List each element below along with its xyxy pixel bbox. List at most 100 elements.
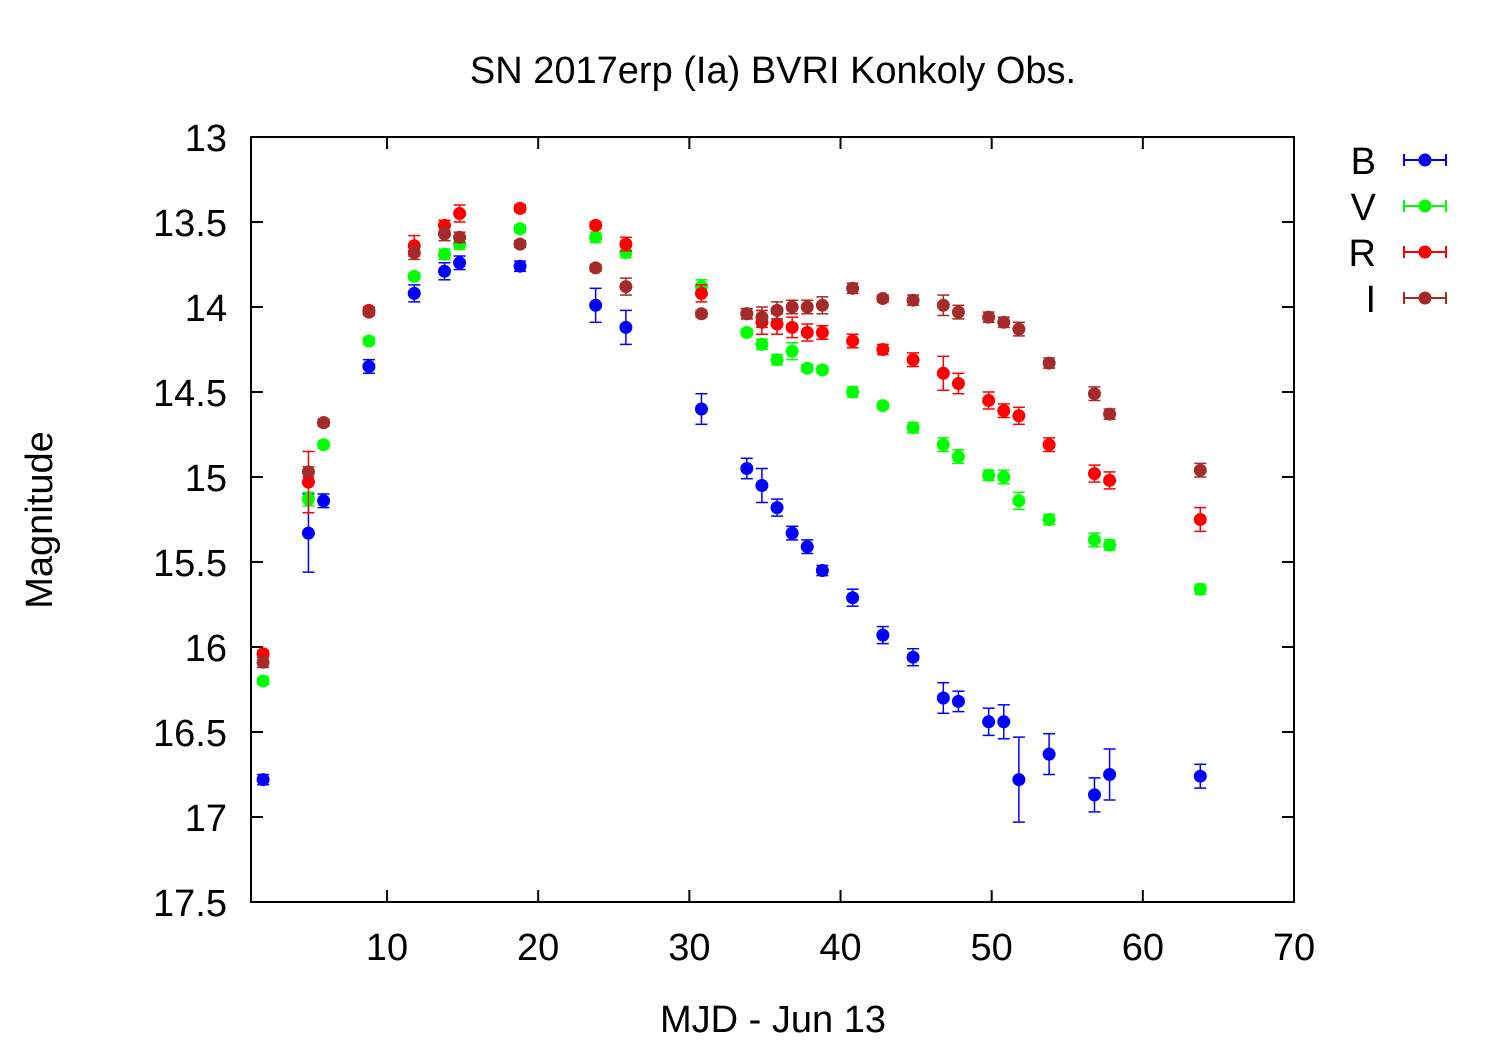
data-point-B <box>1042 747 1056 761</box>
data-point-V <box>906 421 920 435</box>
x-tick-label: 20 <box>517 927 559 969</box>
x-tick-label: 50 <box>971 927 1013 969</box>
data-point-B <box>437 264 451 278</box>
data-point-B <box>589 298 603 312</box>
data-point-I <box>619 280 633 294</box>
y-tick-label: 14 <box>185 288 227 330</box>
y-tick-label: 17 <box>185 798 227 840</box>
legend: BVRI <box>1349 141 1447 321</box>
data-point-V <box>755 337 769 351</box>
data-point-R <box>815 326 829 339</box>
data-point-B <box>951 694 965 708</box>
data-point-B <box>301 526 315 540</box>
data-point-I <box>407 246 421 260</box>
x-axis: 10 20 30 40 50 60 70 <box>366 137 1315 969</box>
data-point-I <box>982 310 996 324</box>
data-point-R <box>876 343 890 356</box>
data-point-V <box>951 450 965 464</box>
data-point-I <box>256 655 270 669</box>
data-point-R <box>1103 473 1117 487</box>
data-point-B <box>1087 788 1101 802</box>
x-tick-label: 10 <box>366 927 408 969</box>
data-point-V <box>362 334 376 348</box>
data-point-R <box>785 320 799 334</box>
data-point-I <box>755 310 769 324</box>
data-point-B <box>1103 768 1117 781</box>
data-point-I <box>362 305 376 319</box>
data-point-B <box>770 501 784 515</box>
data-point-B <box>619 320 633 334</box>
data-point-I <box>453 230 467 244</box>
x-tick-label: 60 <box>1122 927 1164 969</box>
data-point-V <box>1012 494 1026 508</box>
data-point-V <box>1042 513 1056 526</box>
data-point-R <box>936 366 950 380</box>
data-point-B <box>800 540 814 554</box>
data-point-R <box>982 394 996 407</box>
y-tick-label: 15.5 <box>153 543 227 585</box>
legend-marker-I <box>1418 291 1432 305</box>
data-point-V <box>997 470 1011 484</box>
data-point-R <box>694 286 708 300</box>
series-I <box>256 226 1207 669</box>
data-point-V <box>1087 533 1101 547</box>
data-point-B <box>982 715 996 729</box>
data-point-R <box>589 218 603 232</box>
y-tick-label: 13 <box>185 118 227 160</box>
data-point-R <box>619 237 633 251</box>
data-point-I <box>997 315 1011 329</box>
data-point-B <box>740 462 754 475</box>
legend-marker-B <box>1418 153 1432 167</box>
data-point-R <box>997 404 1011 418</box>
data-point-R <box>951 377 965 390</box>
data-point-V <box>876 399 890 413</box>
data-point-V <box>1103 538 1117 552</box>
data-point-I <box>770 303 784 317</box>
data-point-R <box>906 353 920 367</box>
data-point-B <box>876 628 890 642</box>
data-point-V <box>982 468 996 482</box>
legend-label-V: V <box>1351 187 1377 229</box>
data-point-R <box>1193 513 1207 526</box>
data-point-B <box>1012 773 1026 787</box>
data-point-B <box>694 402 708 416</box>
y-axis-label: Magnitude <box>19 431 61 608</box>
legend-label-I: I <box>1365 279 1376 321</box>
legend-marker-R <box>1418 245 1432 259</box>
data-point-I <box>513 237 527 251</box>
data-point-I <box>876 292 890 305</box>
data-point-B <box>906 650 920 664</box>
data-point-B <box>317 494 331 508</box>
data-point-R <box>846 334 860 348</box>
data-point-I <box>846 281 860 295</box>
x-tick-label: 70 <box>1273 927 1315 969</box>
data-point-I <box>785 300 799 314</box>
data-point-I <box>589 261 603 275</box>
data-point-V <box>800 361 814 375</box>
data-point-I <box>1103 407 1117 421</box>
data-point-R <box>1042 438 1056 452</box>
data-point-B <box>513 259 527 273</box>
data-point-B <box>846 591 860 605</box>
y-tick-label: 14.5 <box>153 373 227 415</box>
data-point-R <box>513 201 527 215</box>
data-point-I <box>951 305 965 319</box>
data-point-I <box>1087 387 1101 401</box>
data-point-I <box>1012 322 1026 336</box>
chart-title: SN 2017erp (Ia) BVRI Konkoly Obs. <box>470 50 1076 92</box>
data-point-B <box>755 479 769 492</box>
data-point-V <box>256 674 270 688</box>
data-point-R <box>1012 409 1026 423</box>
x-tick-label: 30 <box>668 927 710 969</box>
data-point-B <box>362 360 376 373</box>
y-tick-label: 16 <box>185 628 227 670</box>
data-point-B <box>256 773 270 787</box>
y-tick-label: 13.5 <box>153 203 227 245</box>
data-point-B <box>815 564 829 577</box>
data-point-V <box>846 385 860 399</box>
data-point-V <box>936 438 950 452</box>
data-point-I <box>317 416 331 430</box>
y-axis: 13 13.5 14 14.5 15 15.5 16 16.5 17 17.5 <box>153 118 1294 925</box>
